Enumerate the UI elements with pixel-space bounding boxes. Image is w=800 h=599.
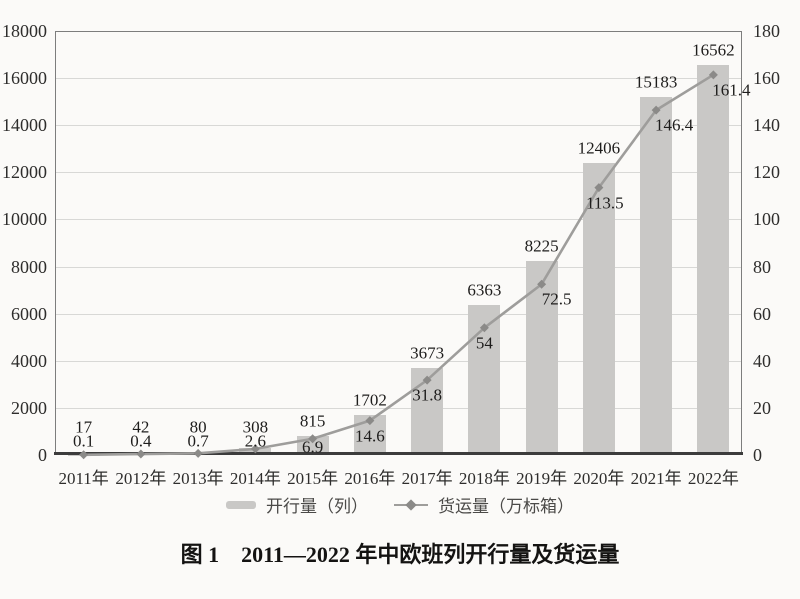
line-marker-2014年: [250, 444, 260, 454]
bar-value-label-2016年: 1702: [352, 390, 387, 410]
y-axis-label-right: 0: [753, 445, 762, 465]
x-axis-label: 2021年: [630, 469, 682, 488]
line-value-label-2015年: 6.9: [302, 437, 324, 457]
y-axis-label-right: 100: [753, 209, 780, 230]
line-marker-2022年: [708, 70, 718, 80]
line-marker-2016年: [365, 416, 375, 426]
line-value-label-2021年: 146.4: [655, 115, 694, 135]
diamond-marker-icon: [405, 498, 417, 511]
line-value-label-2011年: 0.1: [73, 431, 95, 451]
gridline: [55, 172, 742, 174]
y-axis-label-right: 20: [753, 397, 771, 418]
y-axis-label-left: 16000: [2, 68, 47, 89]
line-value-label-2022年: 161.4: [712, 80, 751, 100]
x-axis-label: 2013年: [172, 469, 224, 488]
gridline: [55, 219, 742, 221]
x-axis-label: 2017年: [401, 469, 453, 488]
line-marker-2015年: [308, 434, 318, 444]
bar-2020年: [582, 162, 615, 455]
gridline: [55, 78, 742, 80]
bar-value-label-2021年: 15183: [634, 72, 678, 92]
bar-value-label-2011年: 17: [75, 417, 93, 437]
line-marker-2018年: [479, 323, 489, 333]
bar-value-label-2015年: 815: [299, 411, 326, 431]
y-axis-label-left: 8000: [11, 256, 47, 277]
bar-value-label-2013年: 80: [189, 417, 207, 437]
legend-item-line-series: 货运量（万标箱）: [394, 492, 574, 517]
x-axis-label: 2020年: [573, 469, 625, 488]
x-axis-label: 2012年: [115, 469, 167, 488]
y-axis-label-right: 40: [753, 350, 771, 371]
y-axis-label-left: 6000: [11, 303, 47, 324]
y-axis-label-left: 2000: [11, 397, 47, 418]
x-axis-label: 2015年: [287, 469, 339, 488]
y-axis-label-left: 10000: [2, 209, 47, 230]
line-value-label-2016年: 14.6: [355, 426, 385, 446]
y-axis-label-right: 120: [753, 162, 780, 183]
legend-label-line-series: 货运量（万标箱）: [438, 497, 574, 516]
y-axis-label-right: 80: [753, 256, 771, 277]
line-path: [83, 73, 715, 457]
line-value-label-2014年: 2.6: [244, 431, 266, 451]
y-axis-label-left: 18000: [2, 21, 47, 41]
bar-value-label-2020年: 12406: [577, 138, 621, 158]
legend-item-bar-series: 开行量（列）: [226, 492, 368, 517]
bar-2022年: [697, 64, 730, 455]
gridline: [55, 266, 742, 268]
line-marker-2012年: [136, 449, 146, 459]
line-value-label-2019年: 72.5: [541, 289, 572, 309]
x-axis-label: 2019年: [516, 469, 568, 488]
x-axis-line: [54, 452, 743, 455]
bar-series-swatch-icon: [226, 500, 256, 509]
line-marker-2011年: [79, 450, 89, 460]
bar-value-label-2014年: 308: [242, 417, 269, 437]
bar-2021年: [640, 97, 673, 455]
line-value-label-2018年: 54: [475, 333, 493, 353]
bar-value-label-2019年: 8225: [524, 236, 559, 256]
freight-volume-line-series: [79, 70, 718, 460]
y-axis-label-left: 12000: [2, 162, 47, 183]
line-value-label-2017年: 31.8: [412, 385, 442, 405]
legend-label-bar-series: 开行量（列）: [266, 497, 368, 516]
y-axis-label-left: 0: [38, 445, 47, 465]
x-axis-label: 2018年: [458, 469, 510, 488]
bar-value-label-2018年: 6363: [467, 280, 502, 300]
line-series-swatch-icon: [394, 498, 428, 511]
line-marker-2021年: [651, 105, 661, 115]
bar-value-label-2012年: 42: [132, 417, 150, 437]
line-value-label-2020年: 113.5: [586, 193, 624, 213]
x-axis-label: 2014年: [229, 469, 281, 488]
y-axis-label-right: 160: [753, 68, 780, 89]
line-marker-2017年: [422, 375, 432, 385]
y-axis-label-right: 60: [753, 303, 771, 324]
gridline: [55, 125, 742, 127]
line-marker-2019年: [537, 279, 547, 289]
y-axis-label-left: 14000: [2, 115, 47, 136]
chart-legend: 开行量（列） 货运量（万标箱）: [0, 492, 800, 517]
gridline: [55, 360, 742, 362]
gridline: [55, 407, 742, 409]
x-axis-label: 2022年: [687, 469, 739, 488]
y-axis-label-right: 140: [753, 115, 780, 136]
x-axis-label: 2016年: [344, 469, 396, 488]
y-axis-label-left: 4000: [11, 350, 47, 371]
figure-caption: 图 1 2011—2022 年中欧班列开行量及货运量: [180, 542, 620, 567]
bar-value-label-2017年: 3673: [410, 343, 445, 363]
line-value-label-2012年: 0.4: [130, 431, 152, 451]
bar-value-label-2022年: 16562: [692, 40, 735, 60]
line-marker-2020年: [594, 183, 604, 193]
line-value-label-2013年: 0.7: [187, 431, 209, 451]
x-axis-label: 2011年: [58, 469, 109, 488]
line-marker-2013年: [193, 448, 203, 458]
y-axis-label-right: 180: [753, 21, 780, 41]
gridline: [55, 313, 742, 315]
